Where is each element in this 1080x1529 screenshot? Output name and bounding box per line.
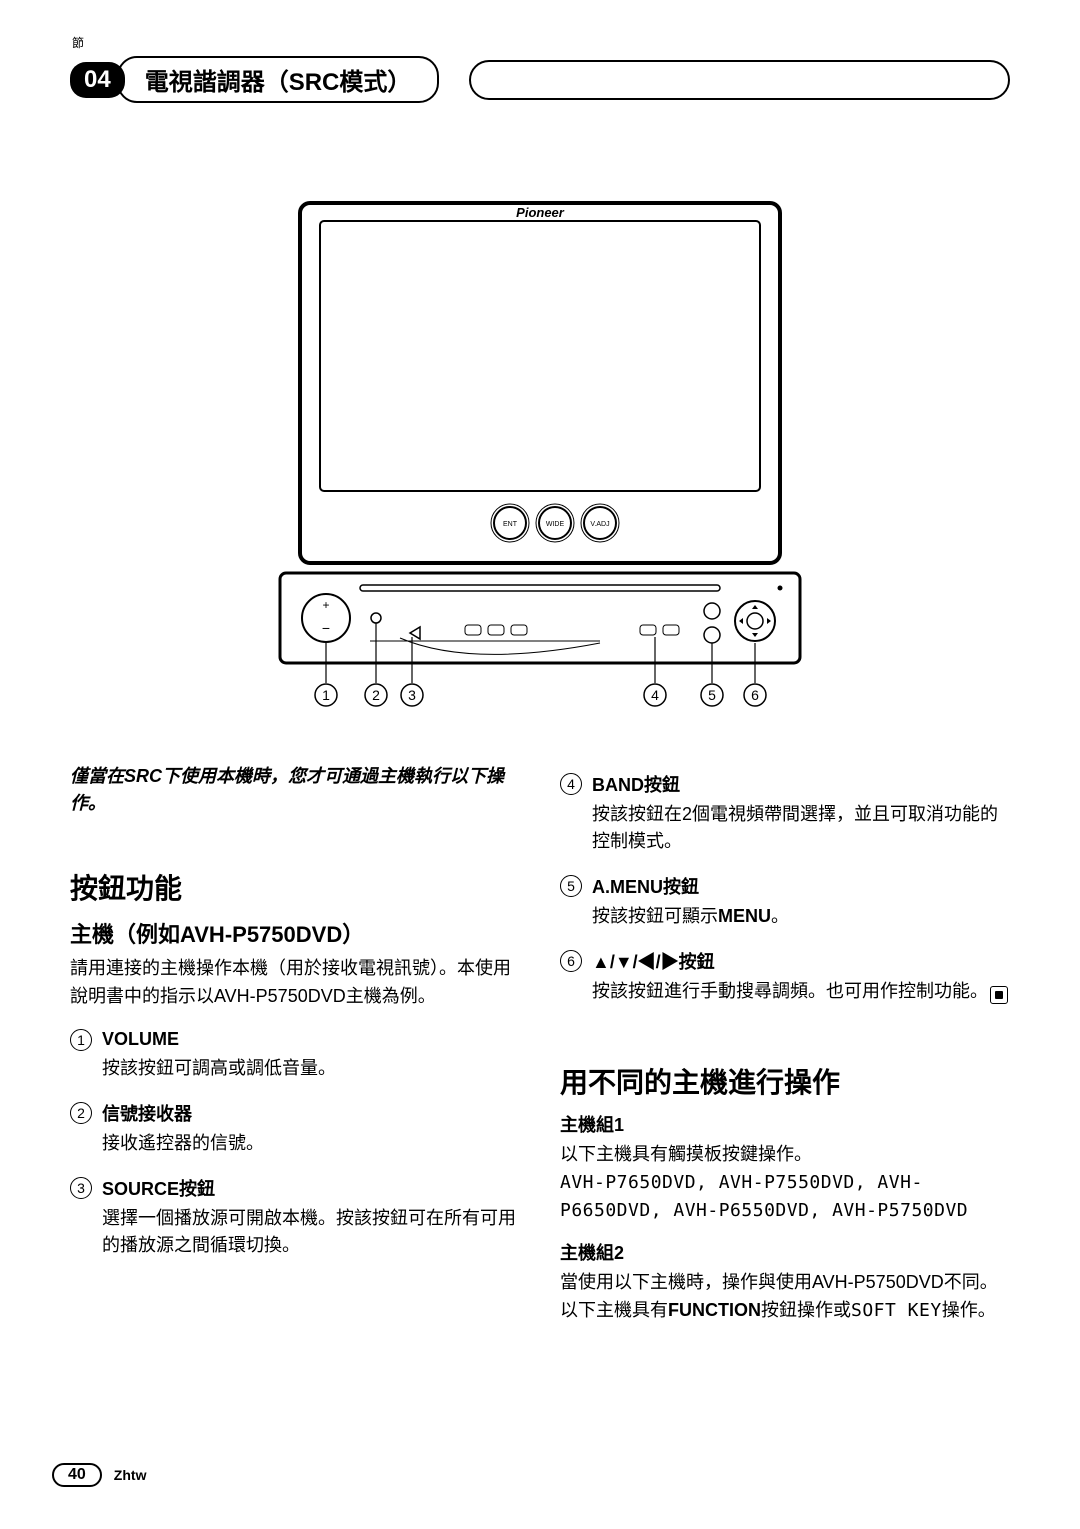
- group1-head: 主機組1: [560, 1111, 1010, 1137]
- head-unit-intro: 請用連接的主機操作本機（用於接收電視訊號）。本使用說明書中的指示以AVH-P57…: [70, 955, 520, 1011]
- item-amenu-title: A.MENU按鈕: [592, 873, 699, 899]
- svg-text:−: −: [322, 620, 330, 636]
- device-illustration: Pioneer ENT WIDE V.ADJ + −: [260, 193, 820, 733]
- svg-text:ENT: ENT: [503, 521, 518, 528]
- svg-text:6: 6: [751, 687, 759, 703]
- stop-icon: [990, 986, 1008, 1004]
- item-receiver: 2 信號接收器 接收遙控器的信號。: [70, 1100, 520, 1157]
- left-column: 僅當在SRC下使用本機時，您才可通過主機執行以下操作。 按鈕功能 主機（例如AV…: [70, 763, 520, 1338]
- svg-text:2: 2: [372, 687, 380, 703]
- group2-head: 主機組2: [560, 1239, 1010, 1265]
- svg-text:1: 1: [322, 687, 330, 703]
- item-source-title: SOURCE按鈕: [102, 1175, 215, 1201]
- callout-1-icon: 1: [70, 1029, 92, 1051]
- item-volume-title: VOLUME: [102, 1029, 179, 1050]
- page-number: 40: [52, 1463, 102, 1487]
- svg-text:3: 3: [408, 687, 416, 703]
- item-arrows-desc: 按該按鈕進行手動搜尋調頻。也可用作控制功能。: [592, 978, 1010, 1005]
- right-column: 4 BAND按鈕 按該按鈕在2個電視頻帶間選擇，並且可取消功能的控制模式。 5 …: [560, 763, 1010, 1338]
- callout-5-icon: 5: [560, 875, 582, 897]
- item-band: 4 BAND按鈕 按該按鈕在2個電視頻帶間選擇，並且可取消功能的控制模式。: [560, 771, 1010, 855]
- item-source: 3 SOURCE按鈕 選擇一個播放源可開啟本機。按該按鈕可在所有可用的播放源之間…: [70, 1175, 520, 1259]
- section-number-badge: 04: [70, 62, 125, 98]
- item-source-desc: 選擇一個播放源可開啟本機。按該按鈕可在所有可用的播放源之間循環切換。: [102, 1205, 520, 1259]
- item-arrows: 6 ▲/▼/◀/▶按鈕 按該按鈕進行手動搜尋調頻。也可用作控制功能。: [560, 948, 1010, 1005]
- svg-text:+: +: [322, 598, 329, 612]
- brand-label: Pioneer: [516, 205, 565, 220]
- group2-body: 當使用以下主機時，操作與使用AVH-P5750DVD不同。 以下主機具有FUNC…: [560, 1269, 1010, 1325]
- callout-4-icon: 4: [560, 773, 582, 795]
- item-receiver-title: 信號接收器: [102, 1100, 192, 1126]
- svg-text:V.ADJ: V.ADJ: [590, 521, 609, 528]
- empty-header-pill: [469, 60, 1010, 100]
- item-band-desc: 按該按鈕在2個電視頻帶間選擇，並且可取消功能的控制模式。: [592, 801, 1010, 855]
- buttons-section-title: 按鈕功能: [70, 867, 520, 907]
- item-arrows-title: ▲/▼/◀/▶按鈕: [592, 948, 715, 974]
- group1-body: 以下主機具有觸摸板按鍵操作。 AVH-P7650DVD, AVH-P7550DV…: [560, 1141, 1010, 1225]
- svg-text:WIDE: WIDE: [546, 521, 565, 528]
- item-volume: 1 VOLUME 按該按鈕可調高或調低音量。: [70, 1029, 520, 1082]
- head-unit-subtitle: 主機（例如AVH-P5750DVD）: [70, 917, 520, 949]
- callout-3-icon: 3: [70, 1177, 92, 1199]
- section-title: 電視諧調器（SRC模式）: [117, 56, 440, 103]
- item-amenu-desc: 按該按鈕可顯示MENU。: [592, 903, 1010, 930]
- top-section-marker: 節: [72, 34, 84, 51]
- operate-section-title: 用不同的主機進行操作: [560, 1061, 1010, 1101]
- svg-text:4: 4: [651, 687, 659, 703]
- item-receiver-desc: 接收遙控器的信號。: [102, 1130, 520, 1157]
- page-footer: 40 Zhtw: [52, 1463, 146, 1487]
- callout-2-icon: 2: [70, 1102, 92, 1124]
- header-row: 04 電視諧調器（SRC模式）: [70, 56, 1010, 103]
- item-volume-desc: 按該按鈕可調高或調低音量。: [102, 1055, 520, 1082]
- callout-6-icon: 6: [560, 950, 582, 972]
- svg-text:5: 5: [708, 687, 716, 703]
- intro-note: 僅當在SRC下使用本機時，您才可通過主機執行以下操作。: [70, 763, 520, 817]
- item-band-title: BAND按鈕: [592, 771, 680, 797]
- callout-numbers: 1 2 3 4 5 6: [315, 684, 766, 706]
- item-amenu: 5 A.MENU按鈕 按該按鈕可顯示MENU。: [560, 873, 1010, 930]
- language-code: Zhtw: [114, 1467, 147, 1483]
